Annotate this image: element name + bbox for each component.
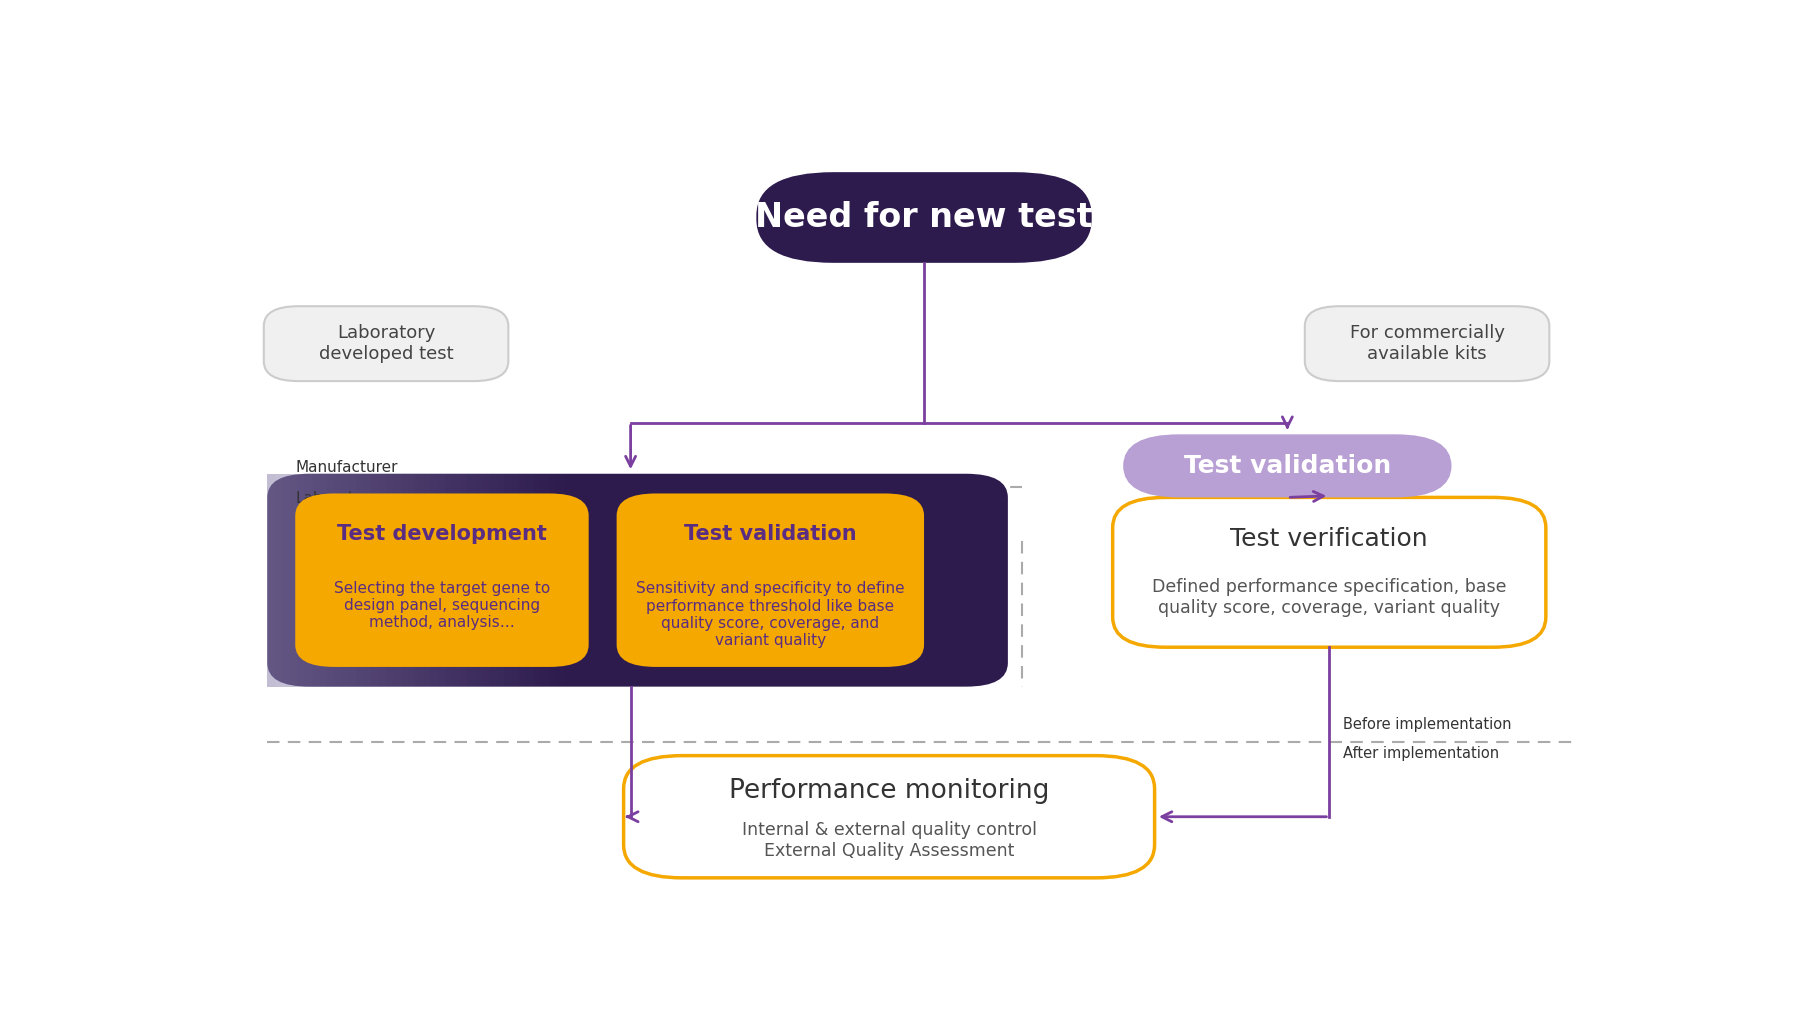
- FancyBboxPatch shape: [1305, 306, 1549, 381]
- FancyBboxPatch shape: [296, 494, 588, 667]
- Bar: [445, 474, 453, 687]
- Bar: [467, 474, 474, 687]
- Bar: [357, 474, 364, 687]
- FancyBboxPatch shape: [1112, 498, 1545, 647]
- Bar: [274, 474, 281, 687]
- FancyBboxPatch shape: [624, 756, 1154, 878]
- Bar: [424, 474, 431, 687]
- Bar: [407, 474, 415, 687]
- Bar: [326, 474, 334, 687]
- Bar: [297, 474, 305, 687]
- Bar: [555, 474, 564, 687]
- FancyBboxPatch shape: [757, 172, 1093, 263]
- Bar: [386, 474, 393, 687]
- Bar: [305, 474, 312, 687]
- Text: Selecting the target gene to
design panel, sequencing
method, analysis…: Selecting the target gene to design pane…: [334, 581, 550, 631]
- Bar: [319, 474, 326, 687]
- Bar: [400, 474, 407, 687]
- Bar: [481, 474, 489, 687]
- Bar: [474, 474, 481, 687]
- Bar: [364, 474, 371, 687]
- Bar: [393, 474, 400, 687]
- Text: Laboratory
developed test: Laboratory developed test: [319, 325, 453, 364]
- Text: Test development: Test development: [337, 524, 546, 545]
- Bar: [438, 474, 445, 687]
- Text: Test verification: Test verification: [1230, 527, 1428, 551]
- Bar: [334, 474, 341, 687]
- Bar: [348, 474, 357, 687]
- Bar: [453, 474, 460, 687]
- Bar: [519, 474, 526, 687]
- Bar: [379, 474, 386, 687]
- Bar: [312, 474, 319, 687]
- Bar: [548, 474, 555, 687]
- Bar: [541, 474, 548, 687]
- Text: After implementation: After implementation: [1343, 745, 1500, 761]
- Bar: [526, 474, 534, 687]
- Text: Internal & external quality control
External Quality Assessment: Internal & external quality control Exte…: [741, 821, 1037, 860]
- Bar: [460, 474, 467, 687]
- Text: Performance monitoring: Performance monitoring: [728, 777, 1049, 804]
- Bar: [341, 474, 348, 687]
- Text: Defined performance specification, base
quality score, coverage, variant quality: Defined performance specification, base …: [1152, 579, 1507, 616]
- Bar: [489, 474, 498, 687]
- Bar: [290, 474, 297, 687]
- Bar: [431, 474, 438, 687]
- FancyBboxPatch shape: [617, 494, 925, 667]
- Text: Before implementation: Before implementation: [1343, 718, 1511, 732]
- Text: Need for new test: Need for new test: [755, 201, 1093, 234]
- Bar: [498, 474, 505, 687]
- Text: For commercially
available kits: For commercially available kits: [1350, 325, 1504, 364]
- Bar: [415, 474, 424, 687]
- FancyBboxPatch shape: [263, 306, 508, 381]
- Text: Sensitivity and specificity to define
performance threshold like base
quality sc: Sensitivity and specificity to define pe…: [636, 582, 905, 648]
- Text: Manufacturer: Manufacturer: [296, 461, 398, 475]
- FancyBboxPatch shape: [1123, 434, 1451, 498]
- Bar: [505, 474, 512, 687]
- Bar: [534, 474, 541, 687]
- Bar: [371, 474, 379, 687]
- FancyBboxPatch shape: [267, 474, 1008, 687]
- Bar: [281, 474, 290, 687]
- Bar: [512, 474, 519, 687]
- Text: Test validation: Test validation: [1185, 454, 1390, 478]
- Bar: [267, 474, 274, 687]
- Text: Laboratory: Laboratory: [296, 492, 379, 506]
- Text: Test validation: Test validation: [683, 524, 856, 545]
